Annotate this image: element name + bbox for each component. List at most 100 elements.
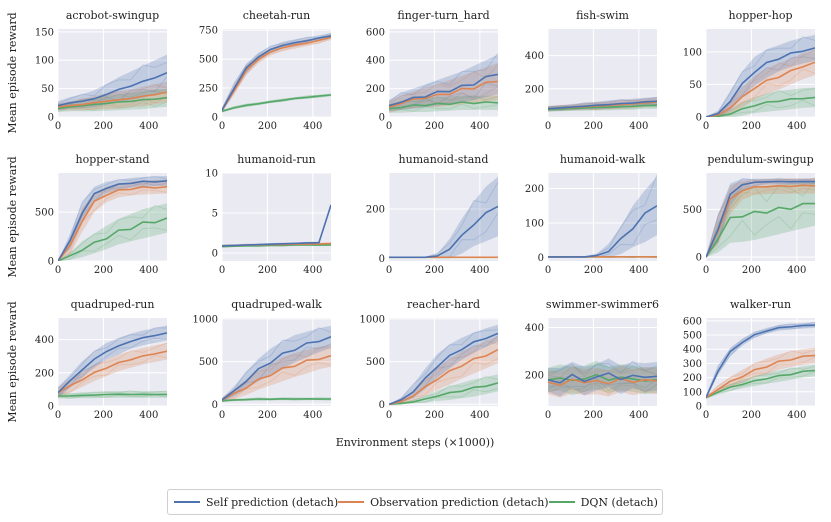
seed-line-obs [58,96,167,111]
legend: Self prediction (detach) Observation pre… [167,489,663,515]
series-group [222,203,331,248]
subplot-title: walker-run [730,298,791,311]
y-tick-label: 1000 [193,314,218,325]
subplot-title: humanoid-run [237,153,316,166]
x-tick-label: 0 [219,265,225,276]
x-axis-label: Environment steps (×1000)) [336,436,495,449]
y-tick-label: 400 [525,323,544,334]
subplot-swimmer-swimmer6: 0 200 400 200 400 swimmer-swimmer6 [525,298,659,421]
mean-line-dqn [389,382,498,406]
y-tick-label: 0 [379,254,385,265]
seed-line-dqn [222,93,331,112]
seed-line-obs [548,382,657,395]
seed-line-obs [58,354,167,395]
subplot-title: pendulum-swingup [707,153,813,166]
legend-item-obs: Observation prediction (detach) [338,496,549,509]
band-obs [706,49,815,117]
band-obs [389,335,498,405]
seed-line-dqn [548,105,657,112]
seed-line-obs [389,64,498,106]
seed-line-dqn [706,99,815,117]
subplot-title: finger-turn_hard [397,9,489,22]
mean-line-self [58,180,167,261]
mean-line-self [222,35,331,111]
mean-line-dqn [222,397,331,402]
subplot-hopper-stand: 0 200 400 0 500 hopper-stand [35,153,167,276]
series-group [389,324,498,406]
seed-line-self [706,36,815,117]
subplot-cheetah-run: 0 200 400 0 250 500 750 cheetah-run [199,9,331,132]
subplot-title: humanoid-walk [560,153,646,166]
seed-line-self [706,56,815,117]
band-self [389,176,498,259]
y-tick-label: 500 [199,55,218,66]
x-tick-label: 0 [545,410,551,421]
y-tick-label: 0 [696,253,702,264]
mean-line-self [548,100,657,110]
y-axis-label: Mean episode reward [6,12,19,133]
x-tick-label: 400 [303,121,322,132]
seed-line-self [706,325,815,399]
mean-line-self [548,372,657,384]
x-tick-label: 0 [703,265,709,276]
subplot-fish-swim: 0 200 400 200 400 fish-swim [525,9,657,132]
seed-line-self [222,343,331,402]
seed-line-self [58,175,167,261]
mean-line-obs [389,80,498,108]
seed-line-self [58,337,167,396]
mean-line-obs [389,348,498,406]
x-tick-label: 400 [139,265,158,276]
mean-line-self [389,332,498,406]
mean-line-self [222,204,331,247]
x-tick-label: 0 [386,121,392,132]
subplot-finger-turn_hard: 0 200 400 0 200 400 600 finger-turn_hard [366,9,498,132]
seed-line-obs [706,68,815,117]
seed-line-obs [706,187,815,258]
seed-line-self [548,378,657,389]
subplot-title: quadruped-walk [231,298,322,311]
band-dqn [706,181,815,258]
x-tick-label: 200 [94,265,113,276]
series-group [706,177,815,258]
x-tick-label: 200 [584,121,603,132]
seed-line-self [389,52,498,103]
band-dqn [706,87,815,117]
legend-label-dqn: DQN (detach) [580,495,658,509]
seed-line-self [548,360,657,377]
mean-line-dqn [706,202,815,258]
x-tick-label: 0 [55,265,61,276]
seed-line-dqn [58,204,167,261]
x-tick-label: 400 [629,410,648,421]
x-tick-label: 0 [545,265,551,276]
subplot-humanoid-stand: 0 200 400 0 200 humanoid-stand [366,153,498,276]
x-tick-label: 400 [470,410,489,421]
mean-line-dqn [58,217,167,261]
y-tick-label: 100 [683,47,702,58]
x-tick-label: 400 [470,121,489,132]
seed-line-dqn [706,365,815,398]
x-tick-label: 200 [258,121,277,132]
band-self [548,176,657,258]
y-tick-label: 0 [48,113,54,124]
y-tick-label: 600 [366,27,385,38]
x-tick-label: 200 [742,121,761,132]
band-dqn [389,374,498,405]
subplot-hopper-hop: 0 200 400 0 50 100 hopper-hop [683,9,815,132]
seed-line-self [706,321,815,397]
legend-label-self: Self prediction (detach) [206,495,339,509]
x-tick-label: 400 [303,410,322,421]
y-tick-label: 250 [199,84,218,95]
series-group [706,321,815,399]
subplot-title: fish-swim [576,9,629,22]
x-tick-label: 400 [139,121,158,132]
series-group [58,175,167,261]
y-tick-label: 200 [366,84,385,95]
seed-line-dqn [389,103,498,112]
x-tick-label: 200 [94,410,113,421]
x-tick-label: 0 [55,121,61,132]
legend-swatch-dqn [548,501,575,503]
mean-line-self [706,180,815,258]
mean-line-dqn [706,369,815,399]
x-tick-label: 400 [139,410,158,421]
seed-line-obs [222,361,331,402]
